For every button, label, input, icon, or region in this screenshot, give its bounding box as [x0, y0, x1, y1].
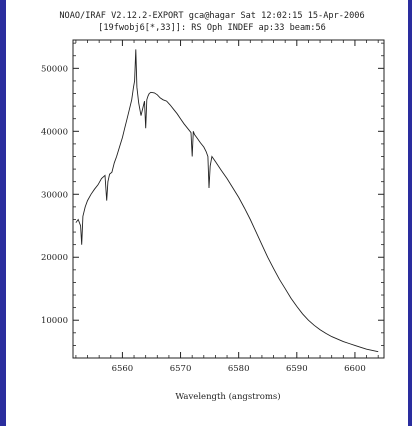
- x-tick-label: 6580: [228, 364, 250, 374]
- y-tick-label: 30000: [41, 190, 68, 200]
- plot-area: [72, 39, 385, 359]
- y-tick-label: 50000: [41, 64, 68, 74]
- plot-panel: NOAO/IRAF V2.12.2-EXPORT gca@hagar Sat 1…: [6, 0, 408, 426]
- axis-ticks: 6560 6570 6580 6590 6600 10000 20000 30000 40000…: [41, 40, 384, 374]
- spectrum-line: [75, 49, 379, 353]
- header-line-2: [19fwobj6[*,33]]: RS Oph INDEF ap:33 bea…: [98, 23, 326, 33]
- y-tick-label: 40000: [41, 127, 68, 137]
- y-tick-label: 10000: [41, 316, 68, 326]
- x-tick-label: 6600: [344, 364, 366, 374]
- spectrum-plot: NOAO/IRAF V2.12.2-EXPORT gca@hagar Sat 1…: [41, 11, 385, 402]
- y-tick-label: 20000: [41, 253, 68, 263]
- x-tick-label: 6560: [112, 364, 134, 374]
- x-tick-label: 6590: [286, 364, 308, 374]
- x-tick-label: 6570: [170, 364, 192, 374]
- x-axis-title: Wavelength (angstroms): [175, 391, 280, 402]
- header-line-1: NOAO/IRAF V2.12.2-EXPORT gca@hagar Sat 1…: [59, 11, 364, 21]
